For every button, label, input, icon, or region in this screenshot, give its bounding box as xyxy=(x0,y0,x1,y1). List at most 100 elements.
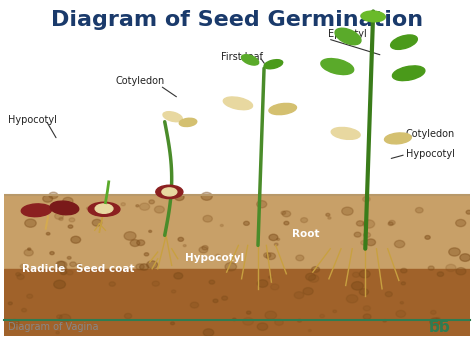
Circle shape xyxy=(55,213,64,219)
Ellipse shape xyxy=(50,201,79,215)
Circle shape xyxy=(265,311,277,319)
Circle shape xyxy=(430,318,440,325)
Circle shape xyxy=(460,254,471,261)
Circle shape xyxy=(264,253,271,258)
Circle shape xyxy=(243,318,254,325)
Ellipse shape xyxy=(335,28,361,45)
Circle shape xyxy=(56,332,59,334)
Circle shape xyxy=(66,270,73,275)
Circle shape xyxy=(77,264,81,267)
Circle shape xyxy=(52,205,56,209)
Text: Diagram of Vagina: Diagram of Vagina xyxy=(9,322,99,332)
Circle shape xyxy=(353,272,360,277)
Circle shape xyxy=(233,318,236,321)
Circle shape xyxy=(351,282,363,290)
Circle shape xyxy=(309,330,311,332)
Circle shape xyxy=(213,299,218,303)
Circle shape xyxy=(456,219,466,227)
Ellipse shape xyxy=(384,133,411,144)
Circle shape xyxy=(388,222,393,225)
Circle shape xyxy=(45,209,47,211)
Circle shape xyxy=(203,215,212,222)
Circle shape xyxy=(275,319,283,325)
Circle shape xyxy=(309,275,319,282)
Ellipse shape xyxy=(321,58,354,75)
Circle shape xyxy=(366,239,375,246)
Circle shape xyxy=(437,272,444,276)
Ellipse shape xyxy=(95,204,113,213)
Circle shape xyxy=(43,195,53,202)
Circle shape xyxy=(149,200,155,204)
Ellipse shape xyxy=(392,66,425,80)
Circle shape xyxy=(356,221,364,226)
Circle shape xyxy=(27,294,33,298)
Circle shape xyxy=(21,308,27,312)
Circle shape xyxy=(20,264,26,268)
Circle shape xyxy=(326,213,330,216)
Text: Epicotyl: Epicotyl xyxy=(328,29,367,39)
Circle shape xyxy=(54,280,65,289)
Circle shape xyxy=(363,314,371,319)
Circle shape xyxy=(209,280,215,284)
Circle shape xyxy=(257,323,268,331)
Circle shape xyxy=(67,257,71,259)
Circle shape xyxy=(222,296,228,300)
Circle shape xyxy=(401,268,407,273)
Circle shape xyxy=(71,236,81,243)
Circle shape xyxy=(266,253,275,260)
Circle shape xyxy=(69,218,75,222)
Circle shape xyxy=(59,314,71,322)
Circle shape xyxy=(137,240,145,246)
Circle shape xyxy=(342,207,353,215)
Bar xyxy=(4,195,470,269)
Circle shape xyxy=(178,237,183,241)
Ellipse shape xyxy=(179,118,197,126)
Text: Cotyledon: Cotyledon xyxy=(116,76,165,86)
Circle shape xyxy=(46,233,50,235)
Circle shape xyxy=(139,203,150,210)
Circle shape xyxy=(456,268,466,275)
Circle shape xyxy=(301,218,308,223)
Text: ƃƃ: ƃƃ xyxy=(429,320,451,335)
Circle shape xyxy=(257,200,267,208)
Circle shape xyxy=(17,274,24,280)
Circle shape xyxy=(428,266,434,270)
Bar xyxy=(4,269,470,336)
Circle shape xyxy=(109,282,115,286)
Circle shape xyxy=(24,249,33,256)
Ellipse shape xyxy=(241,55,259,65)
Text: Cotyledon: Cotyledon xyxy=(406,129,455,139)
Ellipse shape xyxy=(162,188,177,196)
Circle shape xyxy=(130,240,140,246)
Circle shape xyxy=(203,329,214,336)
Circle shape xyxy=(190,302,199,308)
Circle shape xyxy=(174,194,184,200)
Circle shape xyxy=(354,232,361,237)
Circle shape xyxy=(363,196,370,202)
Circle shape xyxy=(294,292,304,299)
Text: Seed coat: Seed coat xyxy=(76,264,135,274)
Circle shape xyxy=(140,264,149,270)
Ellipse shape xyxy=(163,112,182,122)
Circle shape xyxy=(59,217,63,220)
Circle shape xyxy=(401,282,405,285)
Circle shape xyxy=(9,319,19,327)
Text: Hypocotyl: Hypocotyl xyxy=(9,115,57,125)
Circle shape xyxy=(244,221,249,225)
Circle shape xyxy=(296,255,304,261)
Circle shape xyxy=(216,254,220,257)
Circle shape xyxy=(363,306,370,311)
Circle shape xyxy=(257,280,268,287)
Circle shape xyxy=(155,206,164,213)
Circle shape xyxy=(277,238,280,240)
Circle shape xyxy=(56,261,65,268)
Text: Hypocotyl: Hypocotyl xyxy=(406,149,455,160)
Circle shape xyxy=(298,319,301,322)
Circle shape xyxy=(282,211,291,217)
Ellipse shape xyxy=(156,185,183,199)
Circle shape xyxy=(269,276,272,279)
Circle shape xyxy=(436,317,440,320)
Circle shape xyxy=(311,267,319,272)
Circle shape xyxy=(320,314,325,318)
Circle shape xyxy=(57,261,67,268)
